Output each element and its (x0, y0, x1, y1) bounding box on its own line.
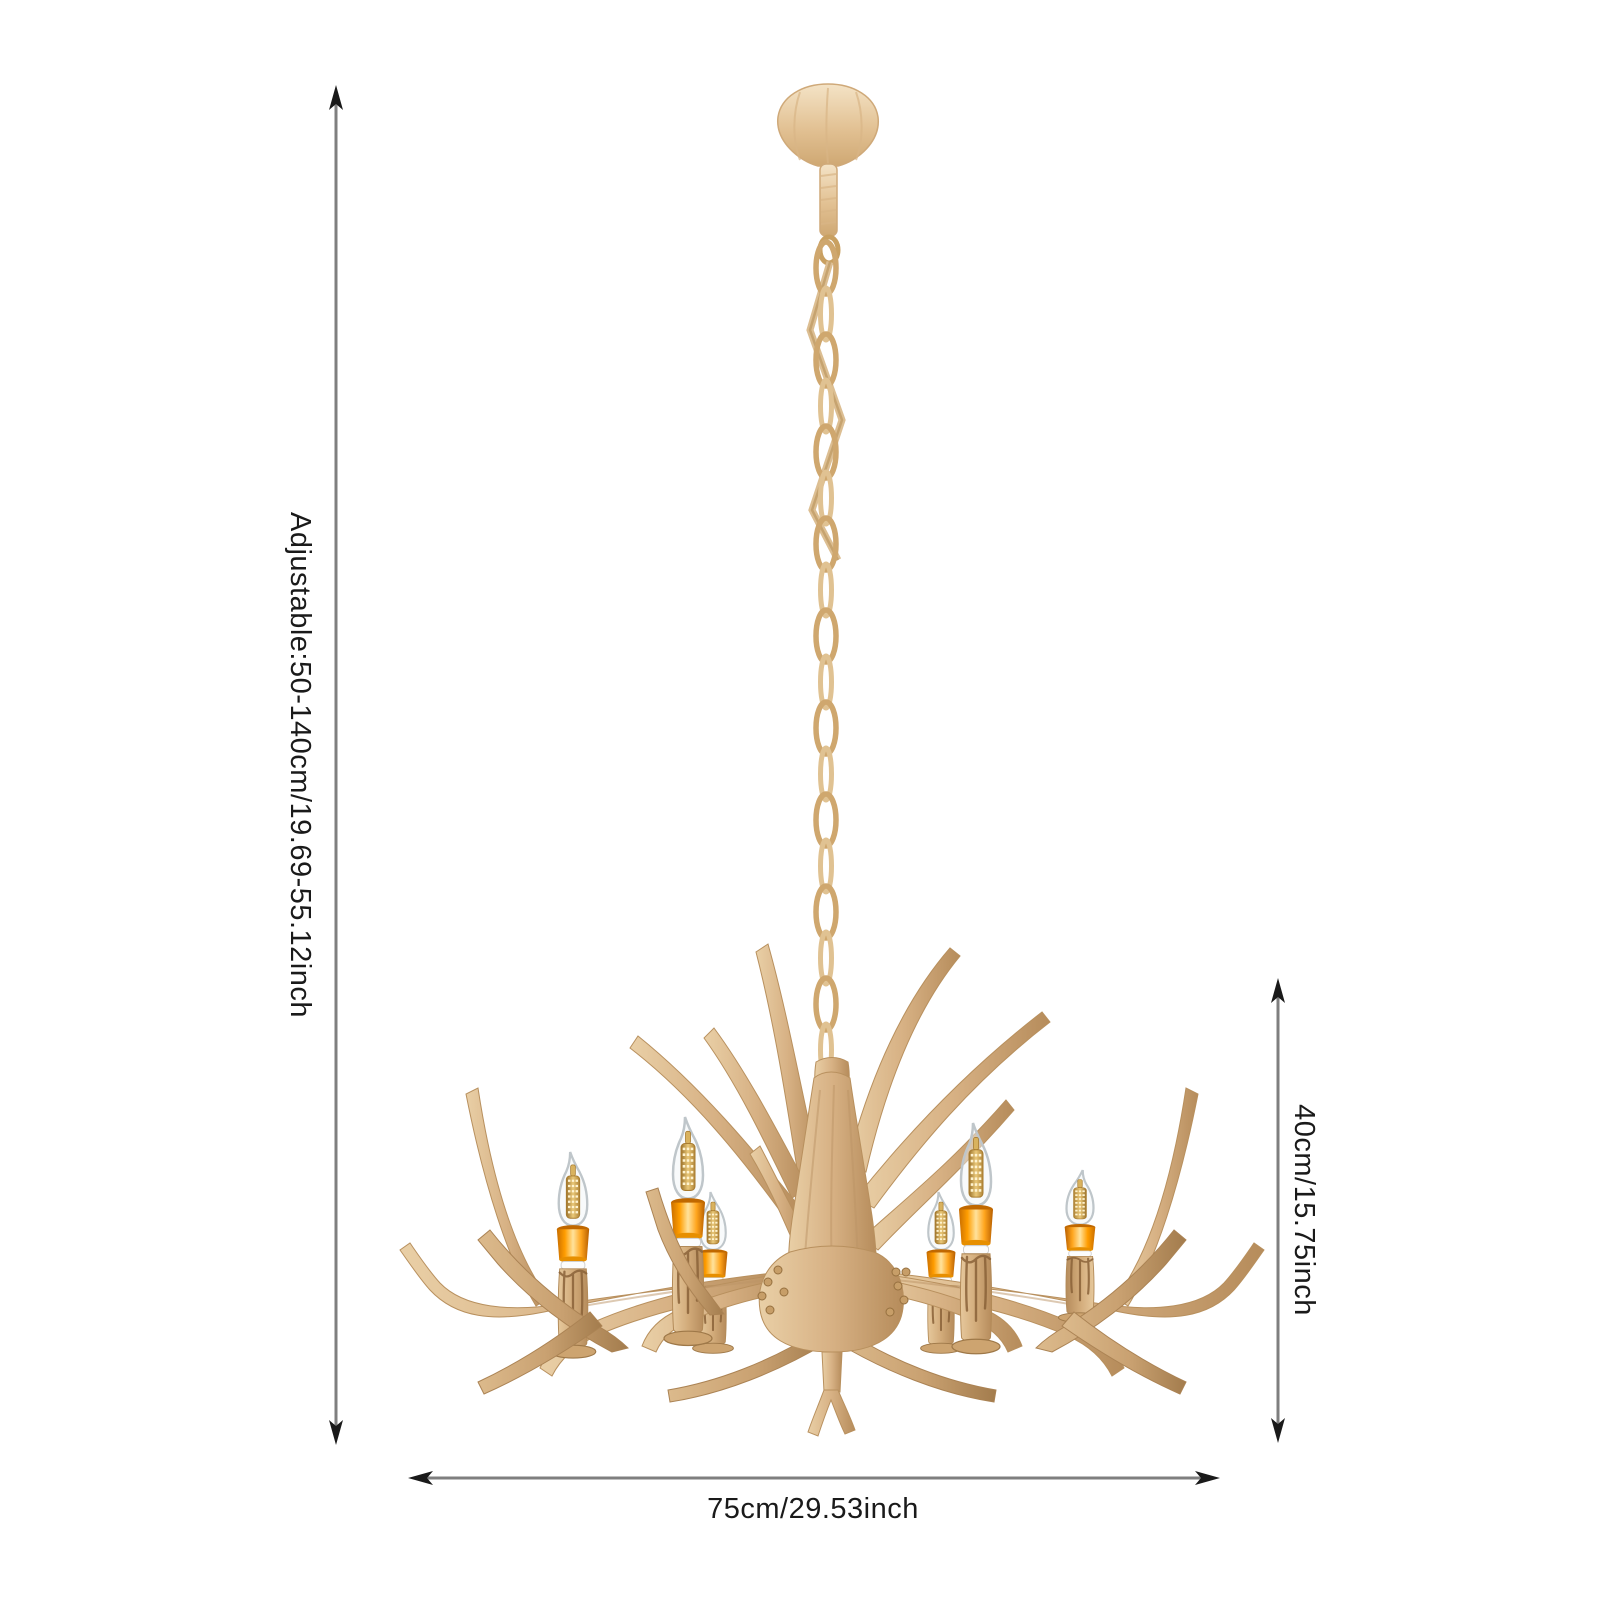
candle-light (919, 1190, 963, 1355)
arrow-up-icon (329, 85, 343, 110)
arrow-right-icon (1195, 1471, 1220, 1485)
adjustable-height-label: Adjustable:50-140cm/19.69-55.12inch (284, 512, 316, 1018)
arrow-up-icon (1271, 978, 1285, 1003)
antler-hub (757, 1245, 911, 1437)
arrow-down-icon (1271, 1418, 1285, 1443)
arrow-down-icon (329, 1420, 343, 1445)
antler-crossing-tines (477, 1187, 1187, 1403)
adjustable-height-dimension-line (329, 85, 343, 1445)
width-dimension-line (408, 1471, 1220, 1485)
fixture-height-label: 40cm/15.75inch (1288, 1104, 1320, 1316)
fixture-height-dimension-line (1271, 978, 1285, 1443)
width-label: 75cm/29.53inch (707, 1493, 919, 1525)
ceiling-canopy (777, 83, 879, 266)
arrow-left-icon (408, 1471, 433, 1485)
hanging-chain (806, 239, 846, 1079)
